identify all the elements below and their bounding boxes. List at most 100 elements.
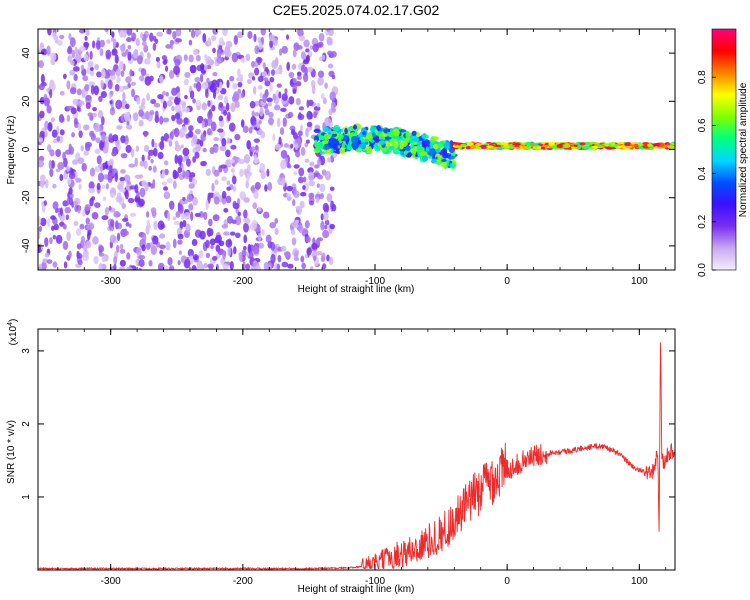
spectrogram-cell [319, 183, 326, 193]
spectrogram-cell [38, 137, 44, 143]
spectrogram-cell [144, 110, 150, 120]
spectrogram-cell [85, 102, 91, 110]
spectrogram-cell [166, 99, 173, 107]
spectrogram-cell [64, 206, 72, 214]
spectrogram-cell [297, 130, 303, 137]
spectrogram-cell [158, 244, 166, 250]
spectrogram-cell [256, 121, 260, 129]
spectrogram-cell [440, 161, 447, 168]
spectrogram-cell [119, 243, 124, 250]
spectrogram-cell [135, 37, 141, 47]
spectrogram-cell [175, 97, 180, 105]
spectrogram-cell [134, 184, 139, 194]
spectrogram-cell [339, 147, 346, 155]
spectrogram-cell [616, 145, 622, 149]
spectrogram-cell [140, 31, 144, 39]
spectrogram-cell [209, 83, 217, 93]
spectrogram-cell [206, 77, 210, 83]
spectrogram-cell [314, 139, 318, 148]
spectrogram-cell [157, 94, 164, 100]
spectrogram-cell [119, 30, 126, 38]
spectrogram-cell [46, 105, 52, 114]
spectrogram-cell [121, 52, 127, 57]
spectrogram-cell [95, 40, 101, 50]
spectrogram-cell [188, 183, 195, 189]
spectrogram-cell [152, 165, 157, 173]
spectrogram-cell [205, 239, 210, 249]
spectrogram-cell [109, 234, 116, 244]
spectrogram-cell [59, 174, 64, 181]
spectrogram-cell [329, 37, 333, 46]
spectrogram-cell [257, 75, 264, 83]
spectrogram-cell [85, 94, 92, 101]
spectrogram-cell [107, 79, 113, 90]
spectrogram-cell [239, 191, 247, 200]
spectrogram-cell [258, 242, 264, 249]
spectrogram-cell [74, 47, 78, 55]
spectrogram-cell [69, 37, 76, 48]
spectrogram-cell [430, 136, 435, 144]
spectrogram-cell [283, 251, 291, 257]
spectrogram-cell [119, 176, 125, 182]
spectrogram-cell [38, 225, 43, 232]
spectrogram-cell [125, 124, 133, 130]
spectrogram-cell [82, 75, 89, 82]
spectrogram-cell [184, 107, 190, 113]
spectrogram-cell [328, 70, 335, 77]
spectrogram-cell [303, 176, 307, 183]
spectrogram-cell [141, 232, 147, 243]
spectrogram-cell [149, 110, 155, 116]
spectrogram-cell [141, 244, 146, 252]
spectrogram-cell [52, 234, 57, 240]
spectrogram-cell [237, 88, 242, 94]
spectrogram-cell [221, 224, 229, 229]
spectrogram-cell [115, 220, 119, 230]
spectrogram-cell [494, 144, 502, 147]
spectrogram-cell [254, 264, 261, 270]
spectrogram-cell [175, 211, 181, 218]
spectrogram-cell [166, 29, 172, 35]
spectrogram-cell [182, 196, 186, 201]
spectrogram-cell [83, 243, 88, 252]
spectrogram-cell [283, 143, 289, 148]
spectrogram-cell [126, 252, 131, 260]
y-tick-label: 20 [21, 95, 32, 107]
spectrogram-cell [78, 183, 82, 190]
spectrogram-cell [243, 209, 248, 219]
spectrogram-cell [232, 82, 238, 90]
spectrogram-cell [78, 100, 85, 106]
spectrogram-cell [111, 151, 117, 157]
spectrogram-cell [299, 200, 305, 209]
spectrogram-cell [88, 181, 95, 190]
spectrogram-cell [89, 66, 94, 72]
spectrogram-cell [98, 95, 103, 103]
spectrogram-cell [230, 102, 236, 113]
spectrogram-cell [153, 142, 158, 149]
spectrogram-cell [104, 206, 109, 216]
spectrogram-cell [111, 106, 115, 112]
spectrogram-cell [160, 135, 165, 142]
spectrogram-cell [454, 145, 461, 148]
x-tick-label: -200 [233, 276, 253, 287]
spectrogram-cell [358, 143, 367, 149]
spectrogram-cell [403, 150, 408, 155]
spectrogram-cell [389, 145, 395, 151]
spectrogram-cell [72, 98, 79, 106]
spectrogram-cell [440, 149, 446, 156]
spectrogram-cell [405, 132, 409, 139]
spectrogram-cell [76, 88, 82, 96]
spectrogram-cell [257, 207, 262, 212]
spectrogram-cell [76, 253, 83, 259]
spectrogram-cell [514, 146, 521, 149]
spectrogram-cell [47, 122, 53, 132]
spectrogram-cell [209, 146, 215, 155]
spectrogram-cell [83, 53, 89, 62]
x-tick-label: -200 [233, 576, 253, 587]
spectrogram-cell [73, 73, 78, 82]
spectrogram-cell [45, 178, 49, 189]
y-tick-label: 2 [21, 421, 32, 427]
spectrogram-cell [592, 145, 598, 149]
spectrogram-cell [72, 159, 78, 165]
spectrogram-cell [41, 261, 47, 270]
spectrogram-cell [143, 132, 148, 138]
